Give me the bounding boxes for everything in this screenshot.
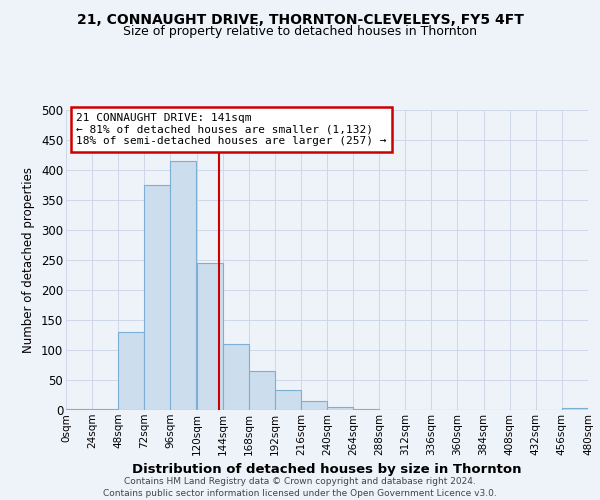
- Bar: [66, 409, 92, 410]
- Text: Contains HM Land Registry data © Crown copyright and database right 2024.: Contains HM Land Registry data © Crown c…: [124, 478, 476, 486]
- Bar: [197, 263, 223, 410]
- Text: Size of property relative to detached houses in Thornton: Size of property relative to detached ho…: [123, 25, 477, 38]
- Bar: [170, 161, 196, 410]
- Bar: [249, 371, 275, 410]
- Bar: [562, 408, 588, 410]
- Bar: [118, 332, 144, 410]
- Bar: [301, 401, 327, 410]
- Text: 21 CONNAUGHT DRIVE: 141sqm
← 81% of detached houses are smaller (1,132)
18% of s: 21 CONNAUGHT DRIVE: 141sqm ← 81% of deta…: [76, 113, 387, 146]
- X-axis label: Distribution of detached houses by size in Thornton: Distribution of detached houses by size …: [132, 463, 522, 476]
- Bar: [92, 409, 118, 410]
- Bar: [145, 185, 170, 410]
- Text: 21, CONNAUGHT DRIVE, THORNTON-CLEVELEYS, FY5 4FT: 21, CONNAUGHT DRIVE, THORNTON-CLEVELEYS,…: [77, 12, 523, 26]
- Text: Contains public sector information licensed under the Open Government Licence v3: Contains public sector information licen…: [103, 489, 497, 498]
- Bar: [327, 407, 353, 410]
- Bar: [223, 344, 249, 410]
- Y-axis label: Number of detached properties: Number of detached properties: [22, 167, 35, 353]
- Bar: [275, 390, 301, 410]
